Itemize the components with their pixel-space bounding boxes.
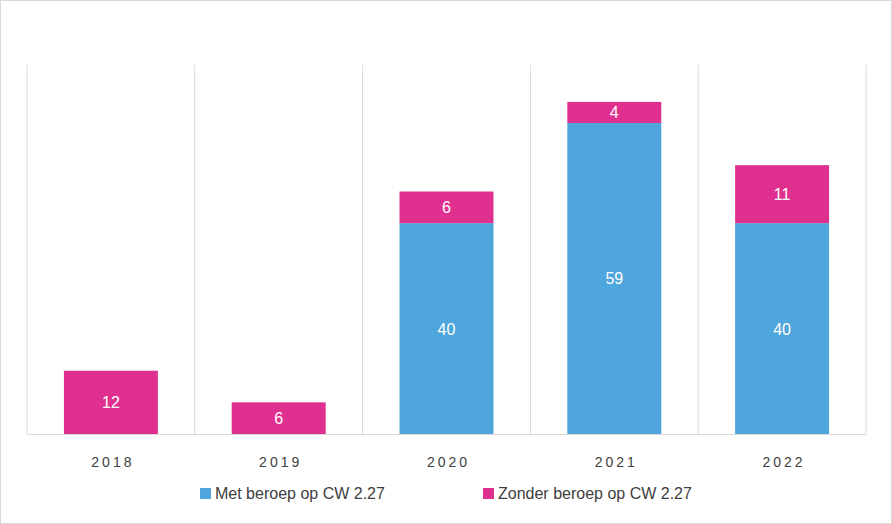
- bar-segment: [232, 402, 326, 434]
- data-label: 6: [274, 410, 283, 427]
- bars: [64, 102, 829, 434]
- category-separator: [530, 65, 531, 434]
- bar-segment: [567, 123, 661, 434]
- x-tick-label: 2018: [91, 454, 134, 470]
- bar-segment: [64, 371, 158, 434]
- x-tick-label: 2021: [595, 454, 638, 470]
- data-label: 11: [774, 186, 791, 203]
- data-label: 59: [605, 270, 623, 287]
- data-label: 6: [442, 199, 451, 216]
- category-separator: [362, 65, 363, 434]
- x-axis-line: [27, 434, 866, 435]
- chart-svg: 12 6 40 6 59 4 40 11 2018 2019 2020 2021 2022 Met ber…: [0, 0, 892, 524]
- data-label: 4: [610, 104, 619, 121]
- data-label: 40: [438, 321, 456, 338]
- bar-segment: [400, 223, 494, 434]
- x-tick-label: 2020: [427, 454, 470, 470]
- data-labels: 12 6 40 6 59 4 40 11: [102, 104, 791, 427]
- data-label: 12: [102, 394, 120, 411]
- chart-frame: [1, 1, 892, 524]
- bar-segment: [567, 102, 661, 123]
- x-tick-label: 2022: [763, 454, 806, 470]
- data-label: 40: [773, 321, 791, 338]
- x-tick-label: 2019: [259, 454, 302, 470]
- legend-swatch: [483, 488, 494, 499]
- legend-label: Zonder beroep op CW 2.27: [498, 485, 692, 502]
- chart-container: 12 6 40 6 59 4 40 11 2018 2019 2020 2021 2022 Met ber…: [0, 0, 892, 524]
- bar-segment: [735, 165, 829, 223]
- legend-label: Met beroep op CW 2.27: [215, 485, 385, 502]
- category-separator: [194, 65, 195, 434]
- bar-segment: [735, 223, 829, 434]
- category-separator: [866, 65, 867, 434]
- legend-swatch: [200, 488, 211, 499]
- bar-segment: [400, 192, 494, 224]
- category-separator: [27, 65, 28, 434]
- category-separator: [698, 65, 699, 434]
